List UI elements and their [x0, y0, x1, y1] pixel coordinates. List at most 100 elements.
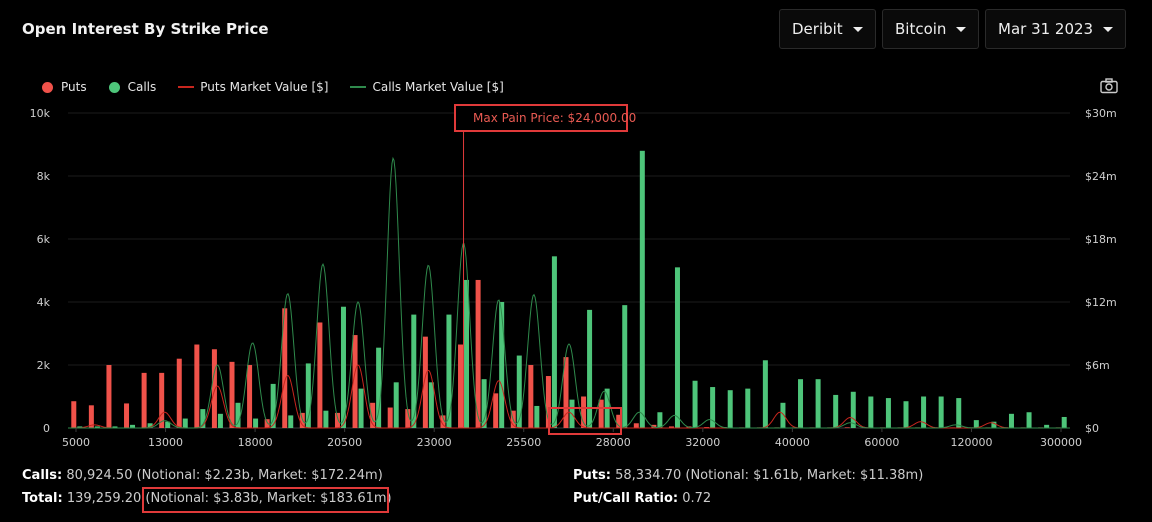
call-bar	[323, 410, 329, 428]
put-bar	[88, 405, 94, 428]
y-tick-left: 4k	[37, 296, 51, 309]
y-tick-right: $30m	[1085, 107, 1117, 120]
exchange-dropdown[interactable]: Deribit	[779, 9, 876, 49]
call-bar	[938, 396, 944, 428]
call-bar	[340, 306, 346, 428]
put-bar	[352, 335, 358, 428]
bar-marks	[71, 150, 1067, 429]
call-bar	[253, 418, 259, 428]
legend-calls-label: Calls	[127, 80, 157, 94]
ratio-stat: Put/Call Ratio: 0.72	[573, 491, 711, 506]
exchange-dropdown-label: Deribit	[792, 20, 843, 38]
call-bar	[217, 413, 223, 428]
call-bar	[674, 267, 680, 428]
x-tick-label: 120000	[950, 436, 992, 449]
call-bar	[868, 396, 874, 428]
call-bar	[411, 314, 417, 428]
legend-puts-mv-label: Puts Market Value [$]	[200, 80, 329, 94]
call-bar	[428, 382, 434, 428]
call-bar	[393, 382, 399, 428]
calls-market-value-line	[68, 156, 1070, 429]
put-bar	[229, 361, 235, 428]
put-bar	[616, 414, 622, 428]
right-axis-ticks: $0 $6m $12m $18m $24m $30m	[1085, 107, 1117, 435]
open-interest-chart: 0 2k 4k 6k 8k 10k $0 $6m $12m $18m $24m $30m 5000 1…	[30, 104, 1117, 449]
x-tick-label: 20500	[327, 436, 362, 449]
call-bar	[1061, 416, 1067, 428]
call-bar	[921, 396, 927, 428]
x-tick-label: 40000	[775, 436, 810, 449]
call-bar	[165, 421, 171, 428]
call-bar	[182, 418, 188, 428]
call-bar	[112, 426, 118, 428]
put-bar	[247, 365, 253, 428]
asset-dropdown[interactable]: Bitcoin	[882, 9, 980, 49]
put-bar	[317, 322, 323, 428]
call-bar	[288, 415, 294, 428]
put-bar	[176, 358, 182, 428]
call-bar	[235, 402, 241, 428]
x-tick-label: 25500	[506, 436, 541, 449]
call-bar	[798, 379, 804, 428]
total-stat-value: Notional: $3.83b, Market: $183.61m)	[150, 491, 392, 506]
put-bar	[106, 365, 112, 428]
call-bar	[130, 424, 136, 428]
call-bar	[745, 388, 751, 428]
call-bar	[481, 379, 487, 428]
call-bar	[833, 394, 839, 428]
expiry-dropdown-label: Mar 31 2023	[998, 20, 1094, 38]
put-bar	[563, 357, 569, 428]
call-bar	[464, 279, 470, 428]
legend-calls-mv[interactable]: Calls Market Value [$]	[350, 80, 504, 94]
camera-icon[interactable]	[1100, 78, 1118, 94]
call-bar	[885, 398, 891, 428]
ratio-stat-value: 0.72	[682, 491, 712, 506]
calls-stat: Calls: 80,924.50 (Notional: $2.23b, Mark…	[22, 468, 383, 483]
call-bar	[903, 401, 909, 428]
put-bar	[124, 403, 130, 428]
asset-dropdown-label: Bitcoin	[895, 20, 947, 38]
calls-line-icon	[350, 86, 367, 88]
call-bar	[991, 421, 997, 428]
call-bar	[270, 383, 276, 428]
call-bar	[657, 412, 663, 428]
market-value-lines	[68, 156, 1070, 429]
put-bar	[264, 419, 270, 428]
put-bar	[405, 409, 411, 428]
puts-stat: Puts: 58,334.70 (Notional: $1.61b, Marke…	[573, 468, 923, 483]
y-tick-right: $6m	[1085, 359, 1110, 372]
call-bar	[358, 388, 364, 428]
call-bar	[727, 390, 733, 428]
y-tick-right: $12m	[1085, 296, 1117, 309]
put-bar	[159, 372, 165, 428]
call-bar	[376, 347, 382, 428]
legend-puts-mv[interactable]: Puts Market Value [$]	[178, 80, 328, 94]
put-bar	[458, 344, 464, 428]
call-bar	[850, 391, 856, 428]
puts-line-icon	[178, 86, 195, 88]
put-bar	[668, 426, 674, 428]
call-bar	[1044, 424, 1050, 428]
calls-stat-value: 80,924.50 (Notional: $2.23b, Market: $17…	[66, 468, 383, 483]
chevron-down-icon	[852, 26, 863, 32]
put-bar	[633, 423, 639, 428]
put-bar	[545, 376, 551, 428]
call-bar	[200, 409, 206, 428]
max-pain-label: Max Pain Price: $24,000.00	[473, 111, 636, 125]
legend-calls[interactable]: Calls	[108, 80, 157, 94]
total-stat-label: Total:	[22, 491, 63, 506]
put-bar	[141, 372, 147, 428]
call-bar	[147, 423, 153, 428]
y-tick-left: 0	[43, 422, 50, 435]
call-bar	[815, 379, 821, 428]
y-tick-left: 6k	[37, 233, 51, 246]
notional-highlight-box	[142, 487, 389, 513]
x-tick-label: 60000	[864, 436, 899, 449]
call-bar	[516, 355, 522, 428]
legend-puts[interactable]: Puts	[42, 80, 87, 94]
ratio-stat-label: Put/Call Ratio:	[573, 491, 679, 506]
total-stat-prefix: 139,259.20 (	[66, 491, 151, 506]
x-axis-ticks: 5000 13000 18000 20500 23000 25500 28000 32000 4…	[62, 428, 1082, 449]
expiry-dropdown[interactable]: Mar 31 2023	[985, 9, 1127, 49]
call-bar	[551, 256, 557, 428]
